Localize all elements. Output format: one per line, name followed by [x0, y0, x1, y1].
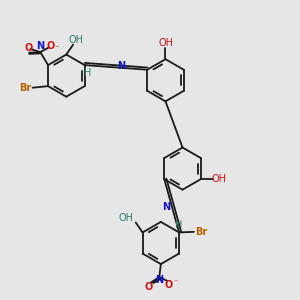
Text: OH: OH [68, 35, 83, 45]
Text: OH: OH [118, 213, 133, 223]
Text: N: N [36, 41, 44, 52]
Text: ⁻: ⁻ [55, 44, 59, 53]
Text: O: O [25, 43, 33, 53]
Text: O: O [145, 282, 153, 292]
Text: Br: Br [20, 83, 32, 93]
Text: H: H [84, 68, 92, 78]
Text: O: O [46, 41, 54, 51]
Text: O: O [164, 280, 172, 290]
Text: ⁻: ⁻ [173, 279, 178, 288]
Text: Br: Br [195, 227, 208, 237]
Text: H: H [176, 220, 183, 230]
Text: OH: OH [211, 173, 226, 184]
Text: N: N [117, 61, 125, 71]
Text: N: N [162, 202, 170, 212]
Text: OH: OH [159, 38, 174, 48]
Text: N: N [155, 275, 164, 285]
